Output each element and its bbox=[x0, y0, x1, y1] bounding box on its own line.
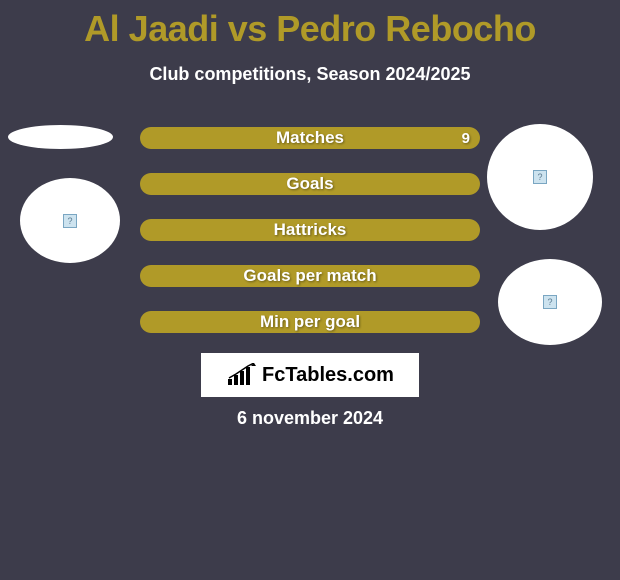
player-left-avatar: ? bbox=[20, 178, 120, 263]
stat-bar-label: Goals bbox=[286, 174, 333, 194]
stat-bar: Hattricks bbox=[140, 219, 480, 241]
stats-bars: Matches 9 Goals Hattricks Goals per match Min… bbox=[140, 127, 480, 357]
image-placeholder-icon: ? bbox=[63, 214, 77, 228]
stat-bar-label: Goals per match bbox=[243, 266, 376, 286]
stat-bar-label: Min per goal bbox=[260, 312, 360, 332]
brand-bars-icon bbox=[226, 363, 258, 387]
image-placeholder-icon: ? bbox=[543, 295, 557, 309]
stat-bar: Goals bbox=[140, 173, 480, 195]
footer-date: 6 november 2024 bbox=[0, 408, 620, 429]
player-left-ellipse bbox=[8, 125, 113, 149]
player-right-avatar-bottom: ? bbox=[498, 259, 602, 345]
brand-text: FcTables.com bbox=[262, 364, 394, 387]
image-placeholder-icon: ? bbox=[533, 170, 547, 184]
stat-bar-label: Matches bbox=[276, 128, 344, 148]
stat-bar: Goals per match bbox=[140, 265, 480, 287]
stat-bar: Min per goal bbox=[140, 311, 480, 333]
page-subtitle: Club competitions, Season 2024/2025 bbox=[0, 64, 620, 85]
player-right-avatar-top: ? bbox=[487, 124, 593, 230]
stat-bar-value: 9 bbox=[462, 130, 470, 147]
stat-bar-label: Hattricks bbox=[274, 220, 347, 240]
stat-bar: Matches 9 bbox=[140, 127, 480, 149]
brand-box: FcTables.com bbox=[201, 353, 419, 397]
page-title: Al Jaadi vs Pedro Rebocho bbox=[0, 0, 620, 50]
